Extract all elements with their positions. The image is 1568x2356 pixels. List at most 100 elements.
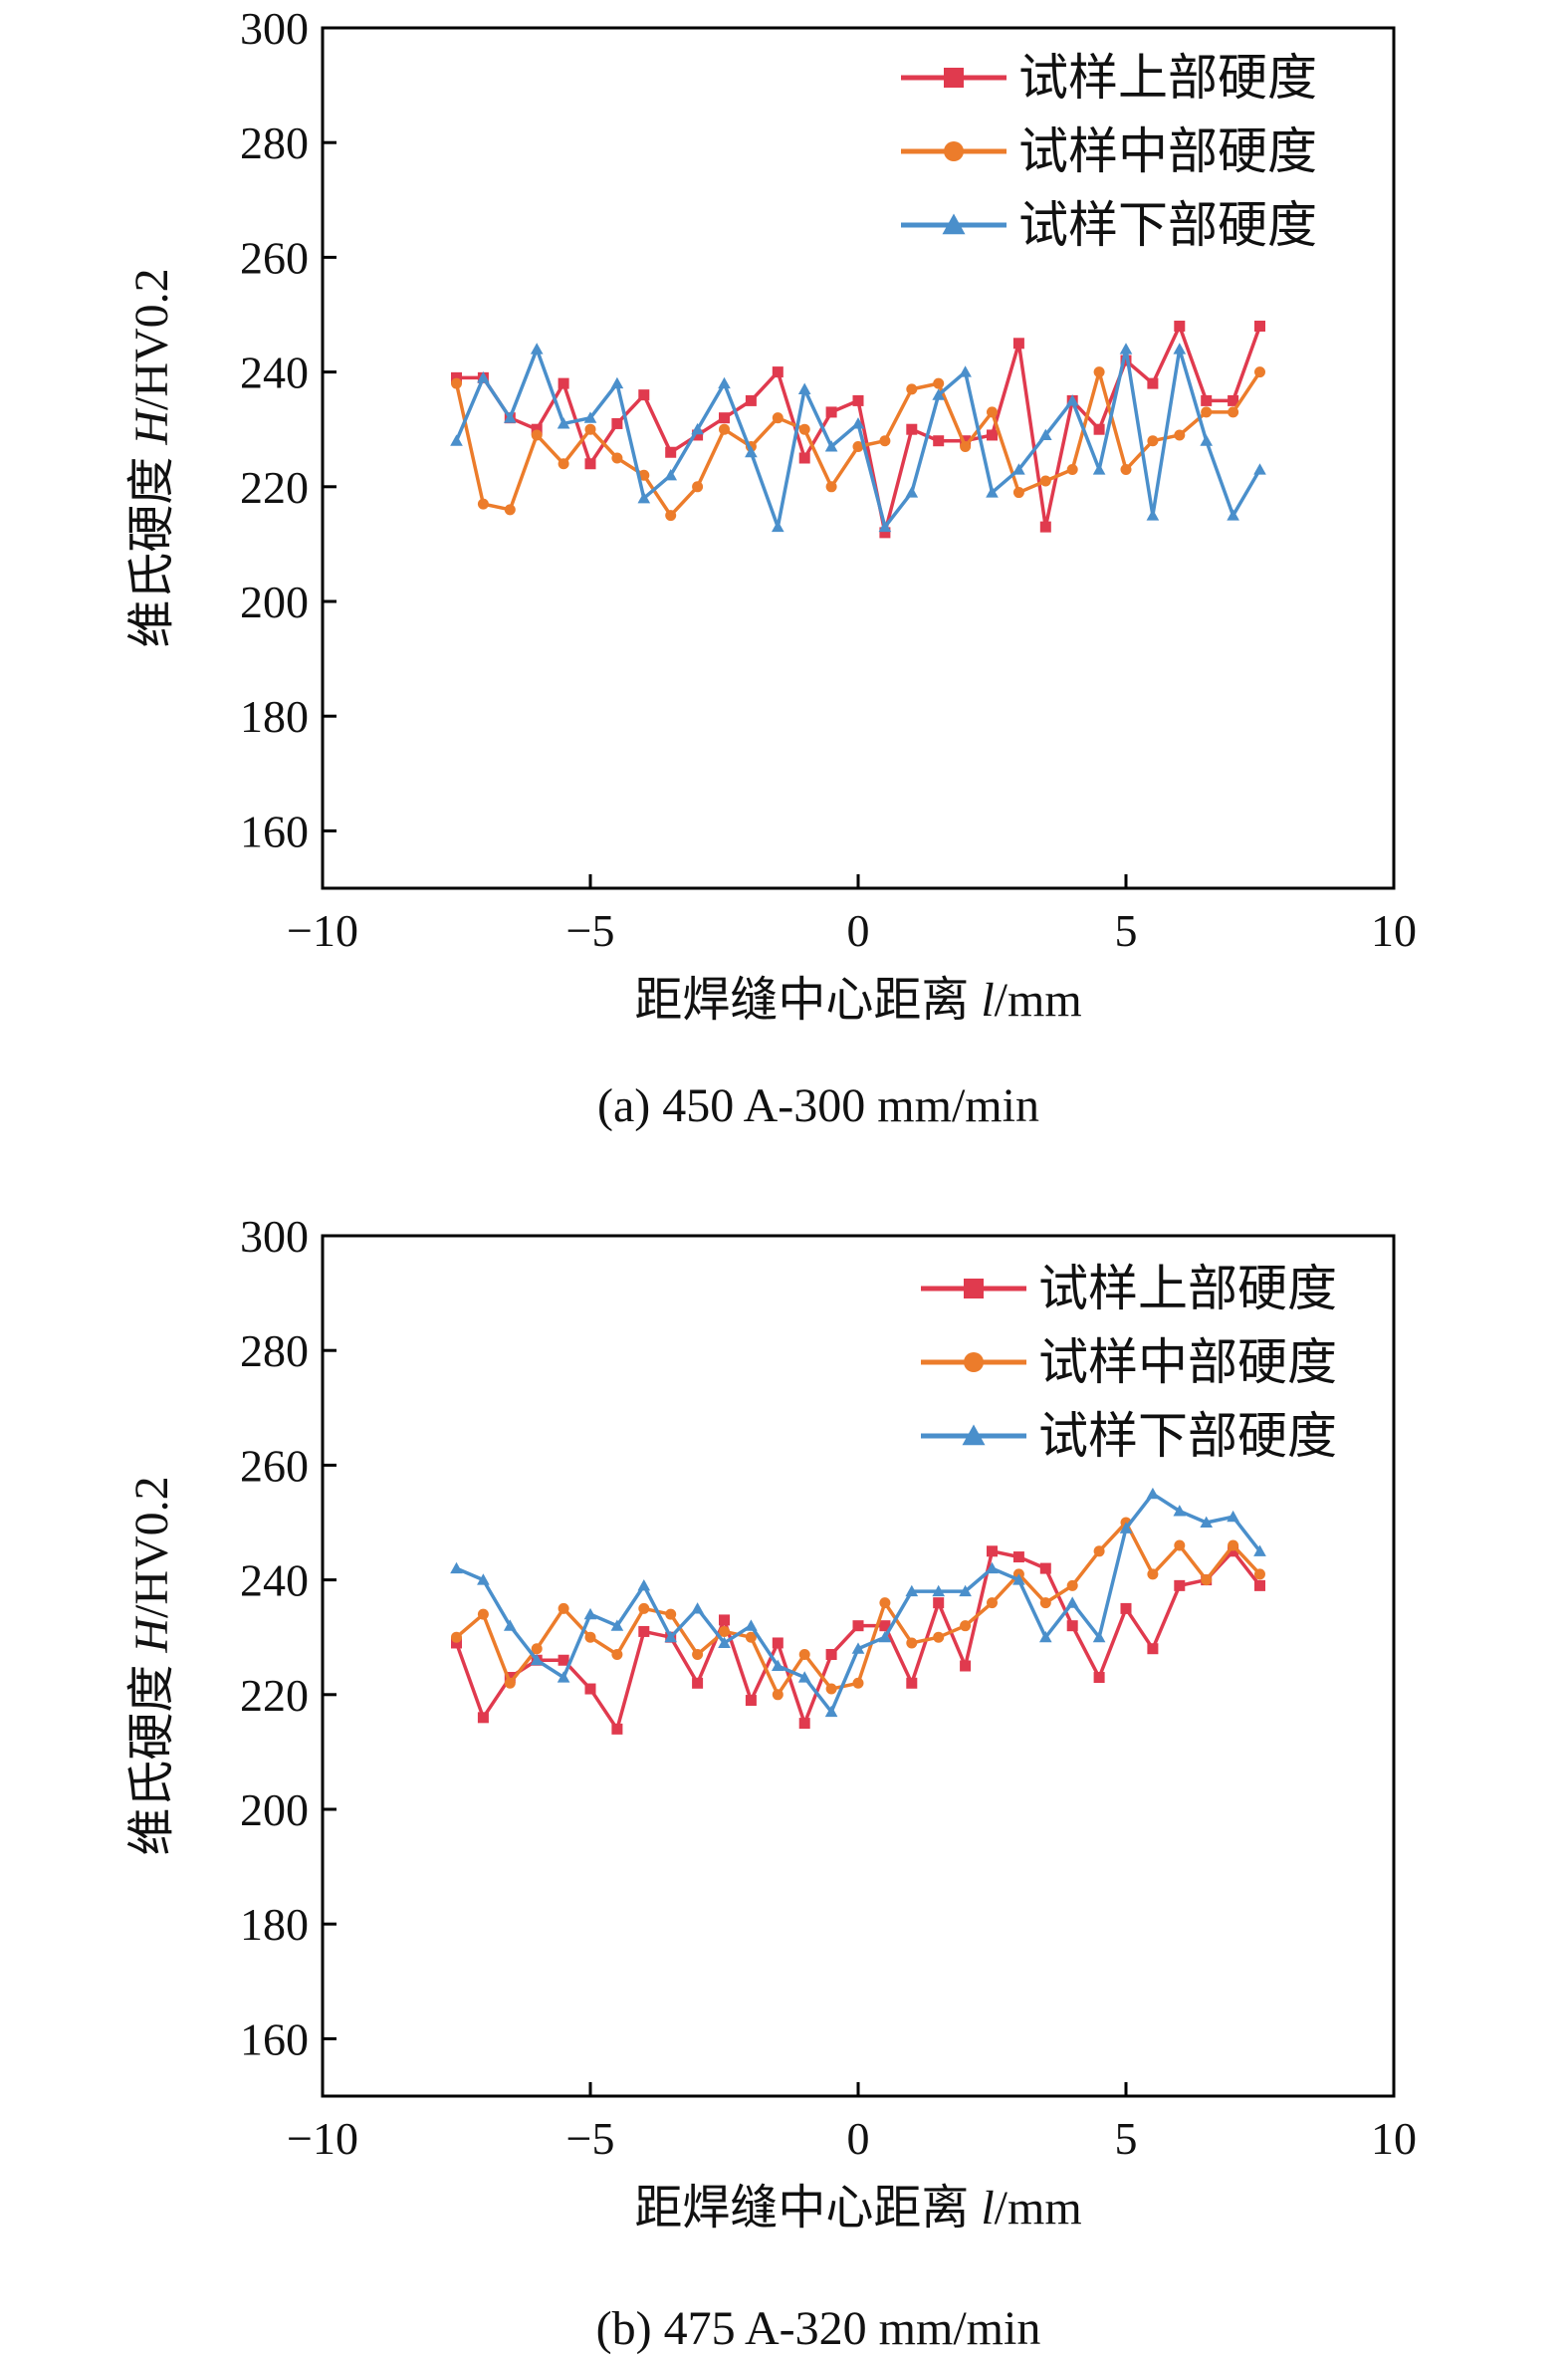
y-tick-label: 180 <box>240 691 309 742</box>
y-tick-label: 300 <box>240 1211 309 1262</box>
data-point <box>611 417 623 429</box>
data-point <box>477 1573 490 1585</box>
data-point <box>798 423 810 435</box>
data-point <box>987 406 998 418</box>
data-point <box>1253 463 1266 475</box>
data-point <box>933 377 945 389</box>
data-point <box>933 1597 945 1609</box>
data-point <box>665 1608 677 1620</box>
x-tick-label: 0 <box>847 905 870 956</box>
data-point <box>450 434 463 446</box>
legend-label: 试样上部硬度 <box>1038 1261 1337 1316</box>
data-point <box>719 412 730 424</box>
y-tick-label: 200 <box>240 577 309 627</box>
data-point <box>1120 354 1132 366</box>
data-point <box>771 520 784 533</box>
y-axis-label-variable: H <box>125 408 178 446</box>
data-point <box>1065 394 1079 406</box>
y-tick-label: 200 <box>240 1784 309 1835</box>
legend-marker <box>964 1352 984 1372</box>
legend-marker <box>962 1424 986 1446</box>
data-point <box>1227 509 1239 521</box>
x-axis-label-text: 距焊缝中心距离 <box>634 2182 981 2235</box>
data-point <box>584 458 596 470</box>
data-point <box>987 1597 998 1609</box>
data-point <box>719 1625 730 1637</box>
y-tick-label: 240 <box>240 348 309 398</box>
data-point <box>1012 338 1024 350</box>
data-point <box>1147 435 1159 447</box>
data-point <box>450 1561 463 1574</box>
data-point <box>451 371 462 383</box>
data-point <box>797 1671 811 1683</box>
series-layer <box>450 321 1266 539</box>
data-point <box>986 1561 999 1574</box>
y-tick-label: 240 <box>240 1555 309 1606</box>
data-point <box>825 406 837 418</box>
data-point <box>1093 1672 1105 1684</box>
data-point <box>503 411 517 423</box>
data-point <box>960 1660 972 1672</box>
series-layer <box>450 1487 1266 1735</box>
data-point <box>692 1648 704 1660</box>
data-point <box>1228 1539 1239 1551</box>
legend-item: 试样下部硬度 <box>901 197 1317 253</box>
data-point <box>745 394 757 406</box>
legend-item: 试样上部硬度 <box>921 1261 1337 1316</box>
data-point <box>1012 487 1024 499</box>
series-triangle <box>450 1487 1266 1718</box>
data-point <box>718 376 731 389</box>
data-point <box>879 1620 891 1632</box>
data-point <box>745 445 758 458</box>
data-point <box>1201 394 1213 406</box>
data-point <box>1038 1630 1052 1643</box>
data-point <box>1012 1573 1025 1585</box>
legend-marker <box>942 213 966 235</box>
legend-label: 试样上部硬度 <box>1018 50 1317 106</box>
legend-label: 试样下部硬度 <box>1038 1408 1337 1464</box>
x-axis-label: 距焊缝中心距离 l/mm <box>634 2182 1081 2235</box>
data-point <box>584 423 596 435</box>
y-tick-label: 300 <box>240 3 309 54</box>
data-point <box>504 1672 516 1684</box>
data-point <box>1228 394 1239 406</box>
data-point <box>1039 521 1051 533</box>
legend-label: 试样中部硬度 <box>1038 1334 1337 1390</box>
data-point <box>772 412 784 424</box>
data-point <box>1174 321 1186 333</box>
data-point <box>665 446 677 458</box>
data-point <box>610 376 624 389</box>
data-point <box>1147 1643 1159 1655</box>
y-tick-label: 260 <box>240 1440 309 1491</box>
data-point <box>638 1625 650 1637</box>
data-point <box>1147 377 1159 389</box>
y-tick-label: 220 <box>240 1670 309 1721</box>
data-point <box>933 435 945 447</box>
data-point <box>1174 1579 1186 1591</box>
data-point <box>798 1718 810 1730</box>
y-tick-label: 160 <box>240 2013 309 2064</box>
data-point <box>558 1654 569 1666</box>
data-point <box>1173 1505 1187 1517</box>
data-point <box>825 1648 837 1660</box>
series-line <box>454 1549 1261 1732</box>
data-point <box>1227 1510 1239 1523</box>
data-point <box>798 452 810 464</box>
data-point <box>1228 1545 1239 1557</box>
data-point <box>1173 343 1187 354</box>
data-point <box>905 1584 919 1597</box>
data-point <box>1174 429 1186 441</box>
data-point <box>503 1619 517 1631</box>
data-point <box>665 510 677 522</box>
legend-item: 试样中部硬度 <box>921 1334 1337 1390</box>
x-tick-label: −10 <box>287 2113 358 2164</box>
x-tick-label: 0 <box>847 2113 870 2164</box>
data-point <box>531 1643 543 1655</box>
data-point <box>531 423 543 435</box>
data-point <box>692 1677 704 1689</box>
data-point <box>611 1648 623 1660</box>
data-point <box>879 435 891 447</box>
data-point <box>1201 1574 1213 1586</box>
data-point <box>451 377 462 389</box>
x-tick-label: 10 <box>1371 2113 1417 2164</box>
